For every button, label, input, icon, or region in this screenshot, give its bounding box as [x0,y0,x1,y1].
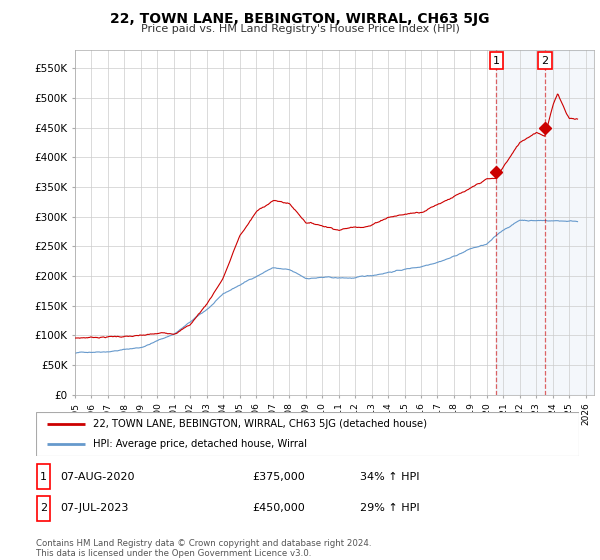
Text: £450,000: £450,000 [252,503,305,514]
Text: 22, TOWN LANE, BEBINGTON, WIRRAL, CH63 5JG (detached house): 22, TOWN LANE, BEBINGTON, WIRRAL, CH63 5… [93,419,427,429]
Text: 29% ↑ HPI: 29% ↑ HPI [360,503,419,514]
Text: 07-JUL-2023: 07-JUL-2023 [60,503,128,514]
Text: 22, TOWN LANE, BEBINGTON, WIRRAL, CH63 5JG: 22, TOWN LANE, BEBINGTON, WIRRAL, CH63 5… [110,12,490,26]
Text: Contains HM Land Registry data © Crown copyright and database right 2024.
This d: Contains HM Land Registry data © Crown c… [36,539,371,558]
Text: 34% ↑ HPI: 34% ↑ HPI [360,472,419,482]
Text: 1: 1 [493,56,500,66]
Text: Price paid vs. HM Land Registry's House Price Index (HPI): Price paid vs. HM Land Registry's House … [140,24,460,34]
Text: HPI: Average price, detached house, Wirral: HPI: Average price, detached house, Wirr… [93,439,307,449]
Text: 1: 1 [40,472,47,482]
Text: 2: 2 [40,503,47,514]
Text: £375,000: £375,000 [252,472,305,482]
Bar [496,50,594,395]
Text: 2: 2 [541,56,548,66]
Text: 07-AUG-2020: 07-AUG-2020 [60,472,134,482]
